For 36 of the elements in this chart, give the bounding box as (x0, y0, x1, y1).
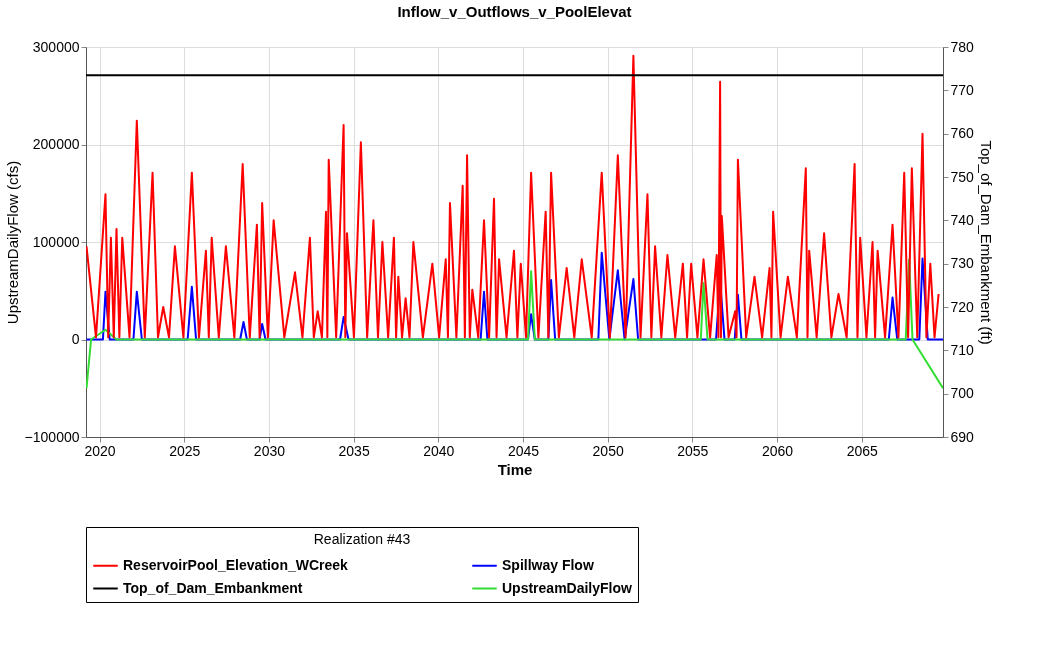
y2-tick-label: 770 (950, 81, 975, 98)
line-series (86, 258, 943, 390)
x-tick-label: 2025 (169, 442, 201, 459)
y2-tick-label: 740 (950, 211, 975, 228)
y2-tick-label: 750 (950, 168, 975, 185)
chart-title: Inflow_v_Outflows_v_PoolElevat (397, 3, 632, 20)
legend-label: UpstreamDailyFlow (502, 579, 633, 596)
x-tick-label: 2065 (846, 442, 878, 459)
legend-title: Realization #43 (313, 531, 411, 547)
x-tick-label: 2060 (761, 442, 794, 459)
y-tick-label: 100000 (32, 233, 80, 250)
y2-axis-title: Top_of_Dam_Embankment (ft) (977, 140, 995, 345)
y2-tick-label: 710 (950, 341, 975, 358)
y2-tick-label: 780 (950, 38, 975, 55)
y-tick-label: 0 (71, 331, 80, 347)
legend-label: Top_of_Dam_Embankment (123, 579, 303, 596)
x-tick-label: 2045 (507, 442, 540, 459)
y2-tick-label: 700 (950, 385, 975, 402)
x-tick-label: 2030 (253, 442, 286, 459)
y2-tick-label: 730 (950, 255, 975, 272)
y-axis-title: UpstreamDailyFlow (cfs) (3, 160, 21, 325)
line-series (86, 54, 940, 339)
y-tick-label: −100000 (24, 428, 80, 445)
legend-label: Spillway Flow (502, 556, 594, 573)
y2-tick-label: 760 (950, 125, 975, 142)
x-tick-label: 2020 (84, 442, 116, 459)
x-axis-title: Time (497, 460, 533, 478)
legend-label: ReservoirPool_Elevation_WCreek (123, 556, 349, 573)
y2-tick-label: 690 (950, 428, 975, 445)
y-tick-label: 200000 (32, 136, 80, 152)
x-tick-label: 2040 (423, 442, 455, 459)
y-tick-label: 300000 (32, 38, 80, 55)
x-tick-label: 2035 (338, 442, 370, 459)
y2-tick-label: 720 (950, 298, 975, 315)
x-tick-label: 2050 (592, 442, 624, 459)
x-tick-label: 2055 (677, 442, 709, 459)
